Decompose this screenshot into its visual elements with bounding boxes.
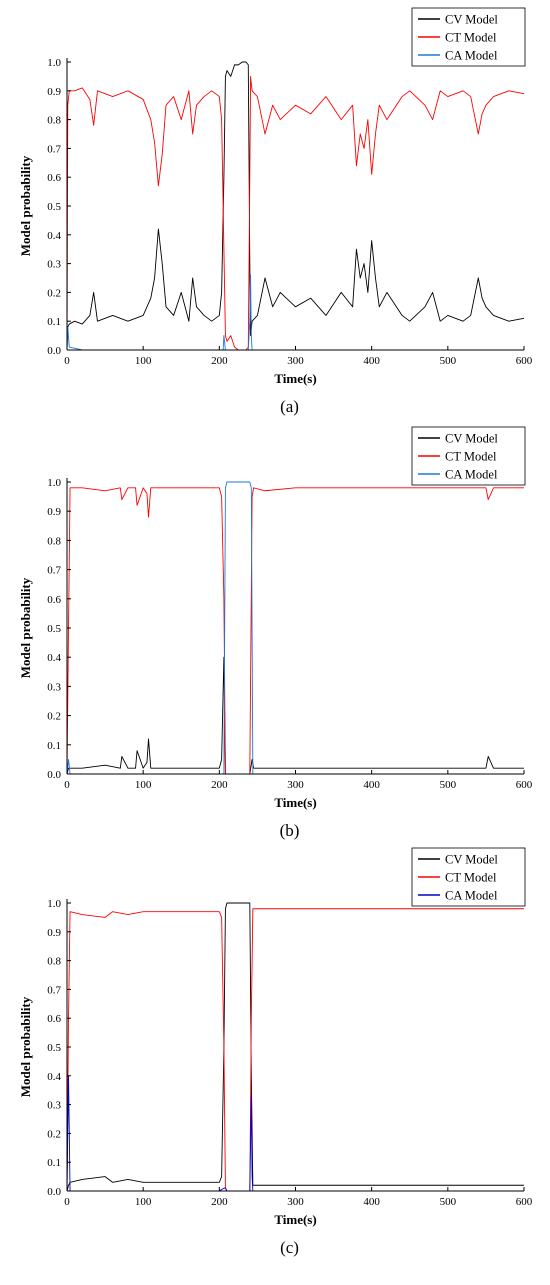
series-group [66,481,524,775]
panel-label: (a) [280,397,299,416]
y-axis-label: Model probability [18,577,33,678]
y-tick-label: 0.8 [47,115,61,127]
y-tick-label: 1.0 [47,57,61,69]
series-line-ca-model [66,481,524,775]
x-tick-label: 500 [440,779,457,791]
legend: CV Model CT Model CA Model [411,7,526,67]
y-tick-label: 0.4 [47,652,61,664]
legend-entry: CA Model [445,49,498,63]
legend-entry: CT Model [445,31,497,45]
chart-panel-1: 0.0 0.1 0.2 0.3 0.4 0.5 0.6 0.7 0.8 0.9 1.0 0 100 200… [18,7,533,416]
series-line-cv-model [66,61,525,351]
x-tick-label: 200 [211,355,228,367]
y-tick-label: 0.3 [47,1100,61,1112]
series-line-ct-model [66,908,524,1192]
y-axis-label: Model probability [18,996,33,1097]
y-tick-label: 0.9 [47,86,61,98]
y-tick-label: 0.1 [47,316,61,328]
y-tick-label: 0.5 [47,1042,61,1054]
y-tick-label: 0.2 [47,1128,61,1140]
x-tick-label: 400 [363,779,380,791]
legend-entry: CA Model [445,889,498,903]
y-tick-label: 0.7 [47,143,61,155]
y-tick-label: 1.0 [47,898,61,910]
x-tick-label: 600 [516,779,533,791]
x-tick-label: 300 [287,355,304,367]
x-tick-label: 100 [135,1196,152,1208]
y-tick-label: 0.4 [47,230,61,242]
y-tick-label: 0.0 [47,1186,61,1198]
series-group [66,902,524,1192]
x-tick-label: 200 [211,1196,228,1208]
y-tick-label: 0.7 [47,565,61,577]
legend-entry: CA Model [445,468,498,482]
y-tick-label: 0.4 [47,1071,61,1083]
x-tick-label: 100 [135,355,152,367]
x-axis-label: Time(s) [274,795,316,810]
x-tick-label: 600 [516,1196,533,1208]
x-tick-label: 200 [211,779,228,791]
chart-panel-2: 0.0 0.1 0.2 0.3 0.4 0.5 0.6 0.7 0.8 0.9 1.0 0 100 200… [18,426,533,840]
x-tick-label: 500 [440,355,457,367]
series-line-ca-model [66,274,524,351]
y-tick-label: 0.0 [47,769,61,781]
y-tick-label: 0.1 [47,740,61,752]
series-line-ct-model [66,75,525,351]
x-tick-label: 400 [363,1196,380,1208]
x-tick-label: 0 [64,355,70,367]
y-tick-label: 0.7 [47,984,61,996]
x-axis-label: Time(s) [274,371,316,386]
legend-entry: CT Model [445,450,497,464]
series-group [66,61,525,351]
y-tick-label: 0.8 [47,956,61,968]
series-line-ca-model [66,1075,524,1192]
series-line-cv-model [66,902,524,1192]
panel-label: (b) [280,821,300,840]
chart-panel-3: 0.0 0.1 0.2 0.3 0.4 0.5 0.6 0.7 0.8 0.9 1.0 0 100 200… [18,847,533,1257]
x-axis-label: Time(s) [274,1212,316,1227]
y-tick-label: 0.2 [47,287,61,299]
y-tick-label: 0.6 [47,172,61,184]
x-tick-label: 400 [363,355,380,367]
x-tick-label: 0 [64,779,70,791]
y-tick-label: 0.3 [47,259,61,271]
y-tick-label: 0.6 [47,594,61,606]
y-axis-label: Model probability [18,155,33,256]
series-line-cv-model [66,656,524,775]
y-tick-label: 0.0 [47,345,61,357]
y-tick-label: 0.3 [47,681,61,693]
x-tick-label: 100 [135,779,152,791]
y-tick-label: 0.5 [47,201,61,213]
legend: CV Model CT Model CA Model [411,847,526,907]
x-tick-label: 300 [287,1196,304,1208]
legend-entry: CV Model [445,853,498,867]
y-tick-label: 0.6 [47,1013,61,1025]
series-line-ct-model [66,487,524,775]
y-tick-label: 0.9 [47,506,61,518]
y-tick-label: 0.5 [47,623,61,635]
y-tick-label: 1.0 [47,477,61,489]
x-tick-label: 600 [516,355,533,367]
legend: CV Model CT Model CA Model [411,426,526,486]
y-tick-label: 0.2 [47,711,61,723]
y-tick-label: 0.1 [47,1157,61,1169]
y-tick-label: 0.9 [47,927,61,939]
x-tick-label: 500 [440,1196,457,1208]
x-tick-label: 300 [287,779,304,791]
y-tick-label: 0.8 [47,535,61,547]
legend-entry: CT Model [445,871,497,885]
x-tick-label: 0 [64,1196,70,1208]
panel-label: (c) [280,1238,299,1257]
legend-entry: CV Model [445,13,498,27]
legend-entry: CV Model [445,432,498,446]
